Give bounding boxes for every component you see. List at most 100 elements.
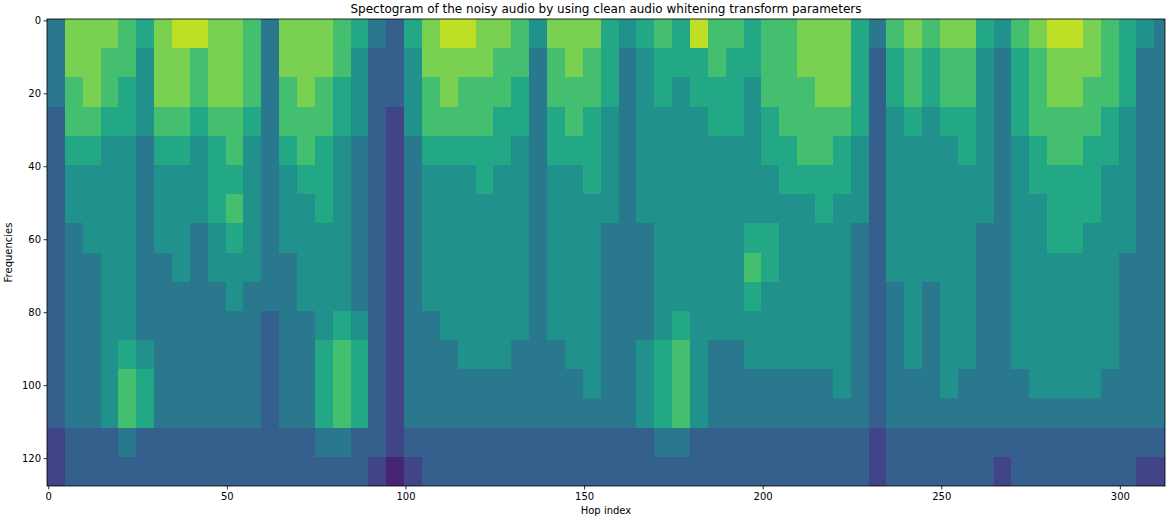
cell: [351, 311, 369, 341]
cell: [511, 194, 529, 224]
cell: [208, 194, 226, 224]
cell: [47, 165, 65, 195]
cell: [619, 369, 637, 399]
cell: [904, 398, 922, 428]
cell: [869, 428, 887, 458]
cell: [1154, 457, 1165, 486]
cell: [1083, 398, 1101, 428]
cell: [851, 19, 869, 49]
cell: [136, 282, 154, 312]
cell: [297, 107, 315, 137]
cell: [601, 282, 619, 312]
cell: [118, 194, 136, 224]
cell: [1101, 311, 1119, 341]
cell: [261, 136, 279, 166]
cell: [351, 136, 369, 166]
cell: [65, 48, 83, 78]
cell: [440, 136, 458, 166]
cell: [511, 48, 529, 78]
cell: [440, 107, 458, 137]
cell: [958, 77, 976, 107]
cell: [904, 223, 922, 253]
cell: [1136, 165, 1154, 195]
cell: [958, 194, 976, 224]
cell: [386, 340, 404, 370]
cell: [565, 428, 583, 458]
cell: [886, 77, 904, 107]
x-tick: [1120, 486, 1121, 490]
cell: [726, 311, 744, 341]
cell: [779, 77, 797, 107]
cell: [886, 428, 904, 458]
cell: [1065, 369, 1083, 399]
cell: [940, 223, 958, 253]
cell: [958, 282, 976, 312]
cell: [851, 398, 869, 428]
cell: [404, 194, 422, 224]
cell: [118, 369, 136, 399]
cell: [708, 253, 726, 283]
cell: [529, 340, 547, 370]
cell: [708, 340, 726, 370]
cell: [690, 253, 708, 283]
cell: [1083, 19, 1101, 49]
cell: [1101, 457, 1119, 486]
y-tick-label: 120: [22, 453, 41, 464]
cell: [690, 457, 708, 486]
cell: [761, 19, 779, 49]
cell: [136, 48, 154, 78]
cell: [118, 48, 136, 78]
cell: [744, 136, 762, 166]
cell: [583, 311, 601, 341]
cell: [118, 398, 136, 428]
cell: [511, 282, 529, 312]
cell: [1011, 223, 1029, 253]
cell: [1011, 253, 1029, 283]
cell: [1119, 136, 1137, 166]
cell: [279, 428, 297, 458]
cell: [797, 282, 815, 312]
cell: [440, 311, 458, 341]
cell: [1047, 369, 1065, 399]
cell: [654, 107, 672, 137]
cell: [1047, 398, 1065, 428]
cell: [654, 223, 672, 253]
cell: [1011, 48, 1029, 78]
cell: [869, 194, 887, 224]
cell: [815, 107, 833, 137]
cell: [1065, 340, 1083, 370]
cell: [315, 253, 333, 283]
cell: [1065, 223, 1083, 253]
cell: [601, 428, 619, 458]
cell: [404, 19, 422, 49]
cell: [726, 340, 744, 370]
cell: [869, 107, 887, 137]
cell: [136, 223, 154, 253]
cell: [297, 194, 315, 224]
cell: [476, 165, 494, 195]
cell: [351, 107, 369, 137]
cell: [1011, 340, 1029, 370]
cell: [493, 165, 511, 195]
cell: [761, 369, 779, 399]
cell: [672, 165, 690, 195]
cell: [815, 194, 833, 224]
cell: [297, 398, 315, 428]
cell: [761, 311, 779, 341]
cell: [726, 165, 744, 195]
cell: [172, 340, 190, 370]
cell: [154, 457, 172, 486]
cell: [476, 369, 494, 399]
cell: [511, 19, 529, 49]
cell: [529, 223, 547, 253]
cell: [779, 19, 797, 49]
cell: [940, 19, 958, 49]
cell: [601, 165, 619, 195]
y-tick-label: 20: [28, 88, 41, 99]
cell: [994, 19, 1012, 49]
cell: [601, 19, 619, 49]
cell: [422, 253, 440, 283]
cell: [744, 223, 762, 253]
cell: [815, 282, 833, 312]
cell: [493, 223, 511, 253]
